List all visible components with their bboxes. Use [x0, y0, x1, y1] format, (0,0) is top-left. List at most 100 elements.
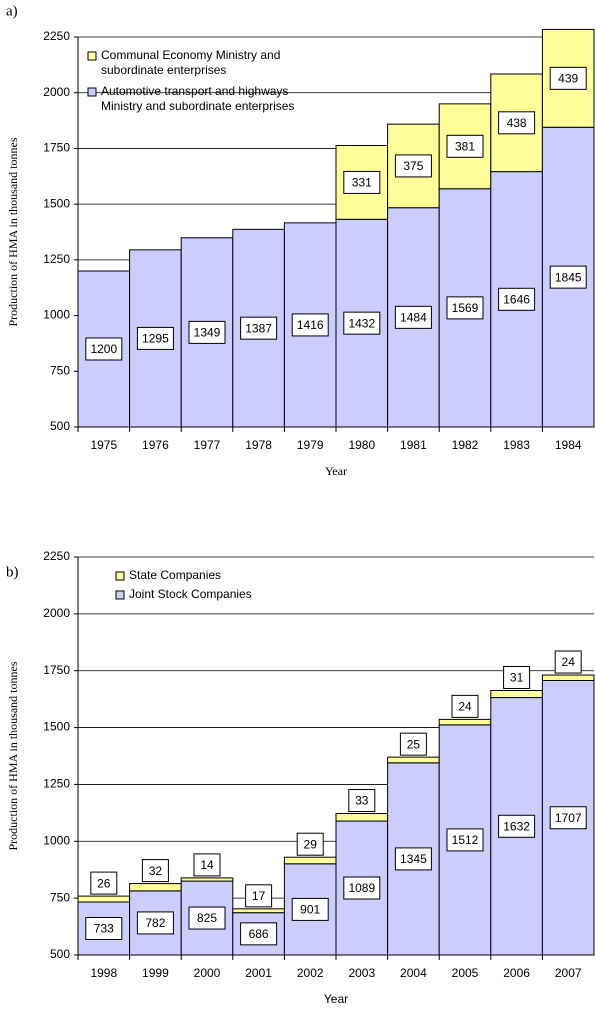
data-label: 25 [407, 737, 421, 751]
label-box [141, 859, 169, 883]
label-box [549, 265, 587, 289]
panel-label: b) [6, 564, 19, 580]
bar-segment [490, 690, 543, 699]
label-box [554, 650, 582, 674]
data-label: 1387 [245, 321, 272, 335]
x-tick-label: 2004 [400, 966, 427, 980]
y-tick-label: 500 [50, 419, 70, 433]
data-label: 1295 [142, 332, 169, 346]
label-box [446, 828, 484, 852]
data-label: 32 [149, 864, 163, 878]
legend-swatch [115, 590, 125, 600]
x-tick-label: 2007 [555, 966, 582, 980]
y-tick-label: 750 [50, 890, 70, 904]
bar-segment [77, 895, 131, 903]
data-label: 782 [145, 916, 165, 930]
data-label: 1345 [400, 852, 427, 866]
data-label: 901 [300, 903, 320, 917]
label-box [498, 814, 536, 838]
y-tick-label: 1500 [43, 720, 70, 734]
x-tick-label: 1977 [194, 438, 221, 452]
data-label: 14 [200, 858, 214, 872]
data-label: 1200 [90, 342, 117, 356]
data-label: 439 [558, 72, 578, 86]
data-label: 24 [458, 700, 472, 714]
label-box [85, 337, 123, 361]
label-box [394, 305, 432, 329]
data-label: 825 [197, 911, 217, 925]
legend-entry: State Companies [129, 568, 222, 582]
data-label: 33 [355, 794, 369, 808]
x-axis-title: Year [324, 992, 348, 1006]
label-box [394, 154, 432, 178]
label-box [291, 897, 329, 921]
label-box [245, 884, 273, 908]
x-tick-label: 2000 [194, 966, 221, 980]
legend-label: Automotive transport and highways Minist… [101, 84, 295, 113]
label-box [240, 316, 278, 340]
y-tick-label: 1000 [43, 308, 70, 322]
label-box [188, 906, 226, 930]
data-label: 1569 [452, 301, 479, 315]
y-tick-label: 2000 [43, 85, 70, 99]
legend-label: Joint Stock Companies [129, 587, 252, 601]
legend-entry: Communal Economy Ministry and subordinat… [101, 48, 280, 77]
bar-segment [232, 908, 285, 914]
bar-segment [180, 877, 234, 882]
label-box [549, 66, 587, 90]
y-tick-label: 750 [50, 363, 70, 377]
x-axis-title: Year [325, 464, 347, 478]
y-tick-label: 2250 [43, 549, 70, 563]
label-box [399, 732, 427, 756]
data-label: 26 [97, 876, 111, 890]
y-tick-label: 1000 [43, 833, 70, 847]
bar-segment [438, 718, 492, 726]
x-tick-label: 1998 [90, 966, 117, 980]
label-box [498, 111, 536, 135]
data-label: 438 [507, 116, 527, 130]
x-tick-label: 1982 [452, 438, 479, 452]
label-box [343, 170, 381, 194]
data-label: 686 [249, 927, 269, 941]
x-tick-label: 1976 [142, 438, 169, 452]
data-label: 331 [352, 176, 372, 190]
y-tick-label: 500 [50, 947, 70, 961]
data-label: 733 [94, 922, 114, 936]
x-tick-label: 1975 [90, 438, 117, 452]
x-tick-label: 1979 [297, 438, 324, 452]
x-tick-label: 1984 [555, 438, 582, 452]
label-box [193, 853, 221, 877]
data-label: 1416 [297, 318, 324, 332]
x-tick-label: 1978 [245, 438, 272, 452]
data-label: 1089 [348, 881, 375, 895]
legend-label: State Companies [129, 568, 222, 582]
bar-segment [387, 756, 440, 764]
data-label: 29 [304, 837, 318, 851]
label-box [446, 296, 484, 320]
y-tick-label: 1750 [43, 663, 70, 677]
data-label: 31 [510, 671, 524, 685]
data-label: 1632 [503, 819, 530, 833]
data-label: 381 [455, 139, 475, 153]
x-tick-label: 1980 [348, 438, 375, 452]
x-tick-label: 2003 [348, 966, 375, 980]
label-box [85, 917, 123, 941]
label-box [446, 134, 484, 158]
y-tick-label: 1250 [43, 252, 70, 266]
label-box [343, 311, 381, 335]
y-tick-label: 1250 [43, 777, 70, 791]
bar-segment [283, 856, 337, 865]
x-tick-label: 1981 [400, 438, 427, 452]
label-box [451, 694, 479, 718]
label-box [291, 313, 329, 337]
bar-segment [129, 883, 182, 892]
legend-swatch [115, 571, 125, 581]
data-label: 1432 [348, 316, 375, 330]
data-label: 1707 [555, 811, 582, 825]
x-tick-label: 1983 [503, 438, 530, 452]
x-tick-label: 2001 [245, 966, 272, 980]
legend-swatch [87, 87, 97, 97]
label-box [498, 287, 536, 311]
data-label: 1349 [194, 326, 221, 340]
